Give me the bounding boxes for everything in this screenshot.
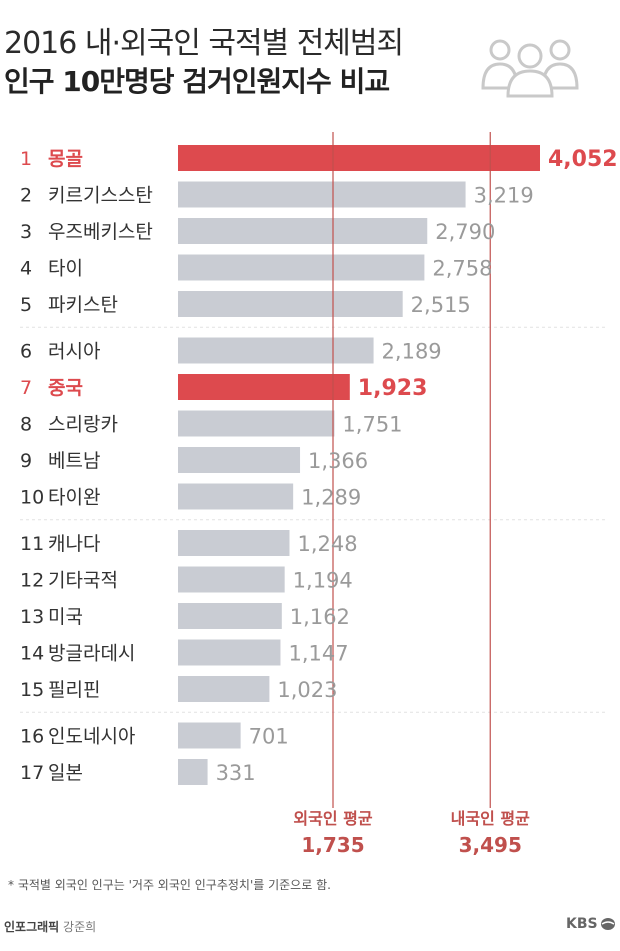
bar <box>178 337 374 364</box>
bar <box>178 254 425 281</box>
credit: 인포그래픽 강준희 <box>4 918 96 935</box>
value-label: 1,248 <box>297 532 357 556</box>
country-label: 베트남 <box>48 450 100 472</box>
rank-label: 16 <box>20 726 44 748</box>
country-label: 스리랑카 <box>48 414 118 436</box>
country-label: 미국 <box>48 606 83 628</box>
country-label: 타이완 <box>48 487 100 509</box>
value-label: 1,289 <box>301 486 361 510</box>
rank-label: 2 <box>20 185 32 207</box>
value-label: 2,189 <box>382 340 442 364</box>
kbs-logo-text: KBS <box>566 916 598 932</box>
rank-label: 8 <box>20 414 32 436</box>
credit-label: 인포그래픽 <box>4 920 60 934</box>
bar <box>178 639 281 666</box>
country-label: 기타국적 <box>48 570 118 592</box>
value-label: 701 <box>249 725 289 749</box>
bar <box>178 291 403 317</box>
bar <box>178 181 466 208</box>
reference-line-name: 외국인 평균 <box>293 809 372 828</box>
rank-label: 15 <box>20 679 44 701</box>
kbs-logo: KBS <box>566 916 616 932</box>
rank-label: 12 <box>20 570 44 592</box>
reference-line-name: 내국인 평균 <box>451 809 530 828</box>
bar <box>178 566 285 593</box>
bar <box>178 218 428 244</box>
rank-label: 5 <box>20 294 32 316</box>
rank-label: 7 <box>20 377 32 399</box>
bar <box>178 410 335 437</box>
value-label: 1,366 <box>308 449 368 473</box>
page-title-line1: 2016 내·외국인 국적별 전체범죄 <box>4 26 404 61</box>
rank-label: 1 <box>20 148 32 170</box>
bar <box>178 145 540 171</box>
rank-label: 17 <box>20 762 44 784</box>
page-title-line2: 인구 10만명당 검거인원지수 비교 <box>4 65 390 98</box>
value-label: 1,023 <box>277 678 337 702</box>
bar <box>178 722 241 749</box>
rank-label: 14 <box>20 643 44 665</box>
country-label: 인도네시아 <box>48 726 135 748</box>
bar <box>178 759 208 785</box>
reference-line-value: 3,495 <box>459 833 522 857</box>
value-label: 1,194 <box>293 569 353 593</box>
country-label: 일본 <box>48 762 83 784</box>
value-label: 1,751 <box>342 413 402 437</box>
kbs-logo-icon <box>600 918 615 930</box>
country-label: 우즈베키스탄 <box>48 221 153 243</box>
rank-label: 13 <box>20 606 44 628</box>
bar <box>178 530 290 556</box>
value-label: 1,162 <box>290 605 350 629</box>
rank-label: 9 <box>20 450 32 472</box>
rank-label: 11 <box>20 533 44 555</box>
value-label: 1,147 <box>288 642 348 666</box>
rank-label: 6 <box>20 341 32 363</box>
value-label: 2,790 <box>435 220 495 244</box>
footnote: * 국적별 외국인 인구는 '거주 외국인 인구추정치'를 기준으로 함. <box>8 878 331 892</box>
bar <box>178 447 301 473</box>
country-label: 몽골 <box>48 148 83 170</box>
value-label: 331 <box>216 761 256 785</box>
country-label: 파키스탄 <box>48 294 118 316</box>
country-label: 필리핀 <box>48 679 100 701</box>
value-label: 2,758 <box>432 257 492 281</box>
country-label: 키르기스스탄 <box>48 185 153 207</box>
rank-label: 4 <box>20 258 32 280</box>
value-label: 3,219 <box>474 184 534 208</box>
rank-label: 10 <box>20 487 44 509</box>
country-label: 러시아 <box>48 341 100 363</box>
country-label: 방글라데시 <box>48 643 135 665</box>
country-label: 타이 <box>48 258 83 280</box>
people-group-icon <box>481 39 579 98</box>
reference-line-value: 1,735 <box>301 833 364 857</box>
bar <box>178 603 282 629</box>
value-label: 1,923 <box>358 376 428 401</box>
credit-name: 강준희 <box>63 920 97 934</box>
country-label: 중국 <box>48 377 83 399</box>
bar <box>178 676 270 702</box>
value-label: 2,515 <box>411 293 471 317</box>
country-label: 캐나다 <box>48 533 100 555</box>
bar <box>178 483 294 510</box>
rank-label: 3 <box>20 221 32 243</box>
bar-chart: 외국인 평균 1,735 내국인 평균 3,495 1 몽골 4,052 2 키르기스스탄 3,2… <box>20 132 618 857</box>
bar <box>178 374 350 400</box>
value-label: 4,052 <box>548 147 618 172</box>
